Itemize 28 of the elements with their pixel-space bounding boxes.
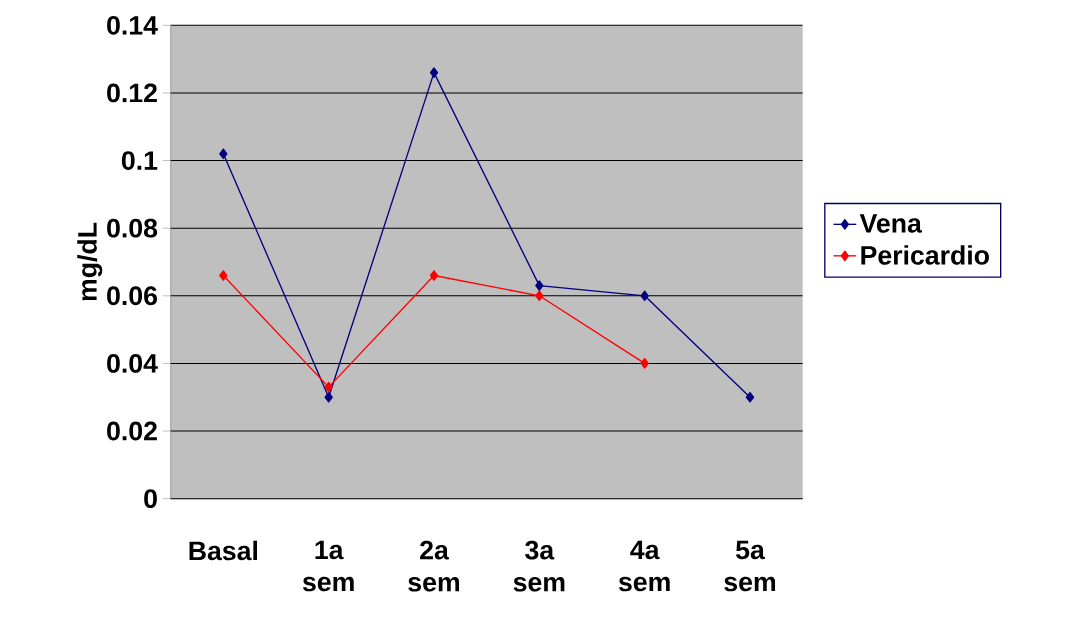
y-axis-title: mg/dL bbox=[77, 222, 103, 301]
y-tick-label: 0.04 bbox=[107, 354, 158, 374]
x-tick-label: 4a sem bbox=[618, 540, 670, 592]
point bbox=[429, 67, 439, 79]
point bbox=[535, 290, 544, 302]
point bbox=[219, 270, 228, 282]
x-tick-label: 2a sem bbox=[408, 540, 460, 592]
y-tick-label: 0.08 bbox=[107, 218, 158, 238]
point bbox=[324, 392, 333, 403]
y-tick-label: 0.02 bbox=[107, 421, 157, 441]
point bbox=[219, 148, 228, 160]
y-tick-label: 0.1 bbox=[121, 151, 158, 171]
x-tick-label: 1a sem bbox=[302, 540, 354, 592]
y-tick-label: 0.06 bbox=[107, 286, 157, 306]
legend-label: Pericardio bbox=[861, 245, 989, 265]
point bbox=[745, 392, 755, 403]
x-tick-label: 5a sem bbox=[724, 540, 776, 592]
point bbox=[324, 381, 333, 393]
legend-label: Vena bbox=[859, 214, 923, 233]
point bbox=[535, 280, 544, 292]
point bbox=[640, 358, 649, 369]
point bbox=[640, 290, 649, 302]
y-tick-label: 0.12 bbox=[107, 83, 157, 103]
y-tick-label: 0 bbox=[144, 489, 157, 509]
y-tick-label: 0.14 bbox=[107, 16, 158, 35]
x-tick-label: 3a sem bbox=[513, 540, 565, 592]
point bbox=[429, 270, 439, 282]
x-tick-label: Basal bbox=[189, 540, 258, 561]
